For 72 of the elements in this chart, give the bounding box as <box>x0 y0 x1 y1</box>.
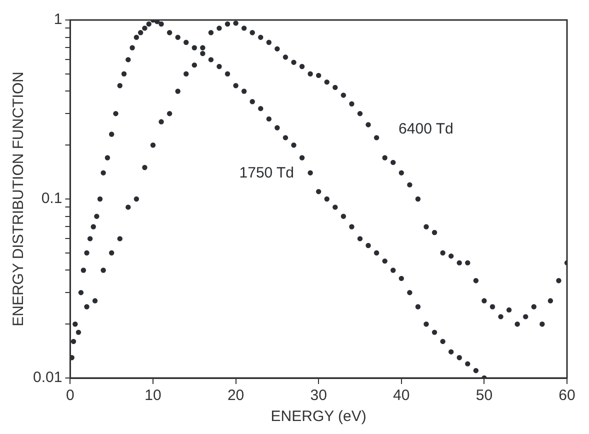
point <box>224 21 230 27</box>
point <box>506 307 512 313</box>
point <box>390 160 396 166</box>
point <box>366 122 371 128</box>
series-label: 1750 Td <box>239 164 294 182</box>
point <box>498 314 504 320</box>
point <box>117 236 122 242</box>
x-tick-label: 30 <box>310 387 327 404</box>
point <box>482 298 487 304</box>
y-tick-label: 0.01 <box>32 369 62 386</box>
point <box>258 34 264 40</box>
y-tick-label: 0.1 <box>41 190 62 208</box>
point <box>523 314 528 320</box>
point <box>150 142 156 148</box>
point <box>175 88 180 94</box>
x-tick-label: 0 <box>66 387 74 404</box>
point <box>184 71 189 76</box>
point <box>216 26 222 31</box>
point <box>349 101 354 106</box>
point <box>308 71 313 76</box>
point <box>299 64 305 70</box>
point <box>424 224 429 230</box>
point <box>490 304 496 310</box>
x-axis-title: ENERGY (eV) <box>270 408 366 426</box>
point <box>382 155 388 160</box>
point <box>332 84 338 90</box>
x-tick-label: 20 <box>227 387 244 404</box>
point <box>100 268 106 273</box>
point <box>126 204 131 210</box>
point <box>266 40 272 45</box>
point <box>432 230 438 236</box>
point <box>548 298 554 304</box>
x-tick-label: 50 <box>476 387 493 404</box>
point <box>473 278 479 284</box>
point <box>465 260 470 266</box>
x-tick-label: 60 <box>558 387 576 404</box>
point <box>448 253 454 259</box>
point <box>415 196 421 202</box>
point <box>250 30 255 36</box>
point <box>440 250 446 256</box>
x-tick-label: 10 <box>144 387 162 404</box>
point <box>84 304 90 310</box>
x-tick-label: 40 <box>393 387 410 404</box>
point <box>324 79 330 85</box>
point <box>208 30 214 36</box>
point <box>357 110 363 116</box>
point <box>340 92 346 98</box>
point <box>134 196 140 202</box>
point <box>192 62 197 68</box>
point <box>316 72 322 78</box>
y-axis-title: ENERGY DISTRIBUTION FUNCTION <box>10 72 28 326</box>
point <box>398 170 404 176</box>
point <box>514 322 520 327</box>
point <box>92 298 98 304</box>
point <box>407 182 412 188</box>
point <box>282 54 288 60</box>
point <box>274 46 280 52</box>
point <box>531 304 536 310</box>
point <box>158 119 164 124</box>
point <box>456 260 462 266</box>
series-label: 6400 Td <box>398 120 454 138</box>
point <box>374 135 380 140</box>
point <box>142 164 148 170</box>
point <box>200 45 206 50</box>
point <box>233 20 238 26</box>
point <box>291 60 296 65</box>
point <box>166 110 172 116</box>
point <box>241 26 247 31</box>
point <box>108 250 114 256</box>
point <box>540 322 545 327</box>
y-tick-label: 1 <box>54 11 62 28</box>
point <box>556 278 562 284</box>
